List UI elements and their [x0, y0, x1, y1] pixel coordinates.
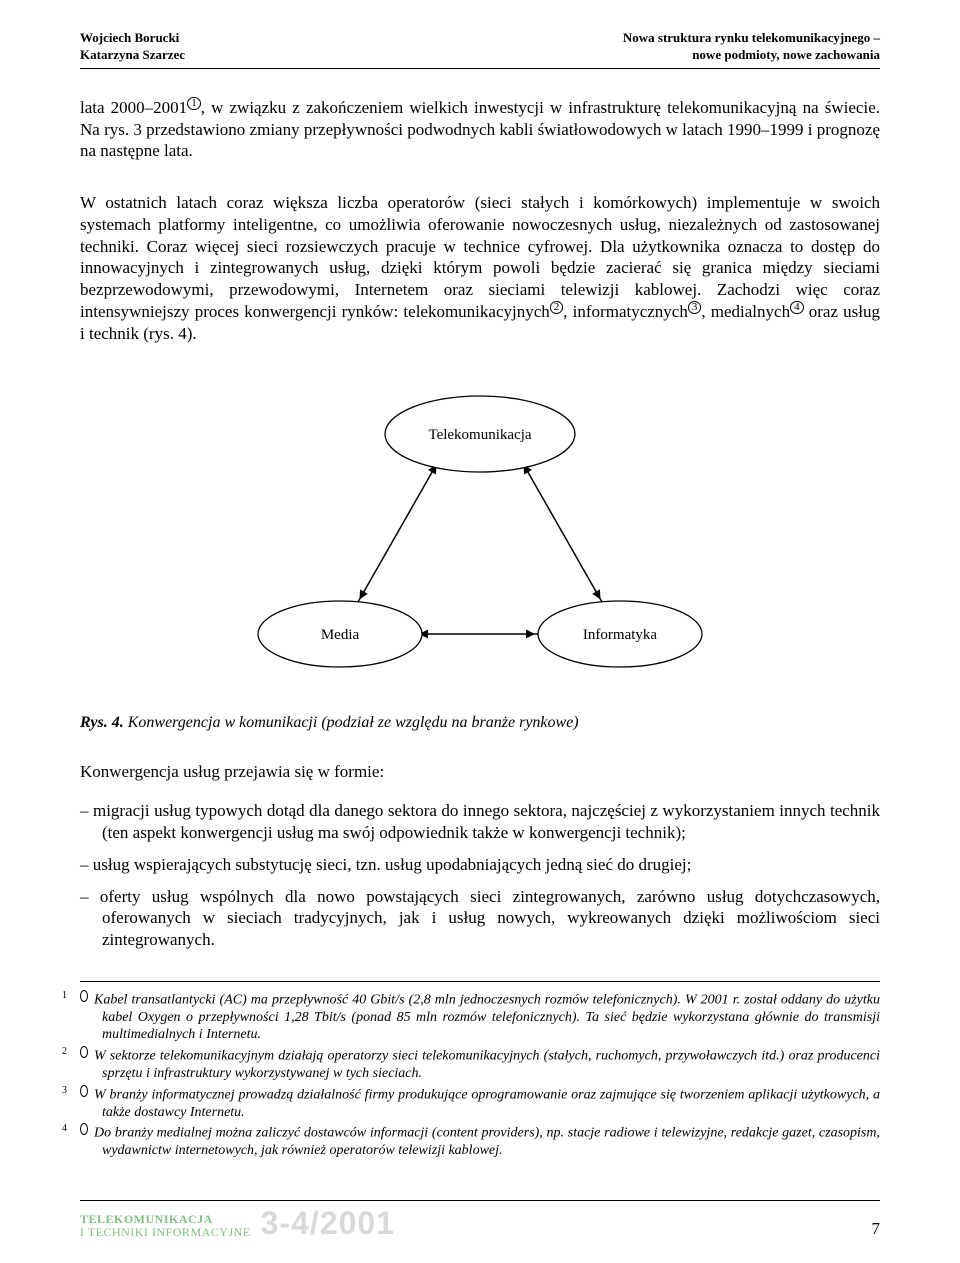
page: Wojciech Borucki Katarzyna Szarzec Nowa …: [0, 0, 960, 1259]
header-authors: Wojciech Borucki Katarzyna Szarzec: [80, 30, 185, 64]
journal-name: TELEKOMUNIKACJA I TECHNIKI INFORMACYJNE: [80, 1213, 251, 1239]
title-line: Nowa struktura rynku telekomunikacyjnego…: [623, 30, 880, 47]
footnote: 3W branży informatycznej prowadzą działa…: [80, 1085, 880, 1122]
bullet-list: migracji usług typowych dotąd dla danego…: [80, 800, 880, 951]
list-intro: Konwergencja usług przejawia się w formi…: [80, 762, 880, 782]
journal-line: TELEKOMUNIKACJA: [80, 1213, 251, 1226]
figure-caption: Rys. 4. Konwergencja w komunikacji (podz…: [80, 714, 880, 732]
convergence-diagram: Telekomunikacja Media Informatyka: [230, 374, 730, 684]
footnote: 1Kabel transatlantycki (AC) ma przepływn…: [80, 990, 880, 1044]
paragraph: lata 2000–20011, w związku z zakończenie…: [80, 97, 880, 162]
list-item: migracji usług typowych dotąd dla danego…: [80, 800, 880, 844]
diagram-edge: [358, 467, 435, 602]
author-line: Wojciech Borucki: [80, 30, 185, 47]
author-line: Katarzyna Szarzec: [80, 47, 185, 64]
footnote: 2W sektorze telekomunikacyjnym działają …: [80, 1046, 880, 1083]
figure-diagram: Telekomunikacja Media Informatyka: [80, 374, 880, 684]
running-header: Wojciech Borucki Katarzyna Szarzec Nowa …: [80, 30, 880, 69]
journal-line: I TECHNIKI INFORMACYJNE: [80, 1226, 251, 1239]
page-footer: TELEKOMUNIKACJA I TECHNIKI INFORMACYJNE …: [80, 1200, 880, 1239]
diagram-node-label: Informatyka: [583, 627, 657, 643]
footnote: 4Do branży medialnej można zaliczyć dost…: [80, 1123, 880, 1160]
diagram-edge: [525, 467, 602, 602]
paragraph: W ostatnich latach coraz większa liczba …: [80, 192, 880, 344]
caption-text: Konwergencja w komunikacji (podział ze w…: [128, 714, 579, 731]
diagram-node-label: Telekomunikacja: [428, 427, 531, 443]
title-line: nowe podmioty, nowe zachowania: [623, 47, 880, 64]
page-number: 7: [872, 1219, 881, 1239]
footnotes-block: 1Kabel transatlantycki (AC) ma przepływn…: [80, 981, 880, 1160]
diagram-node-label: Media: [321, 627, 360, 643]
list-item: oferty usług wspólnych dla nowo powstają…: [80, 886, 880, 951]
list-item: usług wspierających substytucję sieci, t…: [80, 854, 880, 876]
header-title: Nowa struktura rynku telekomunikacyjnego…: [623, 30, 880, 64]
caption-label: Rys. 4.: [80, 714, 124, 731]
issue-number: 3-4/2001: [261, 1207, 395, 1239]
footer-left: TELEKOMUNIKACJA I TECHNIKI INFORMACYJNE …: [80, 1207, 395, 1239]
